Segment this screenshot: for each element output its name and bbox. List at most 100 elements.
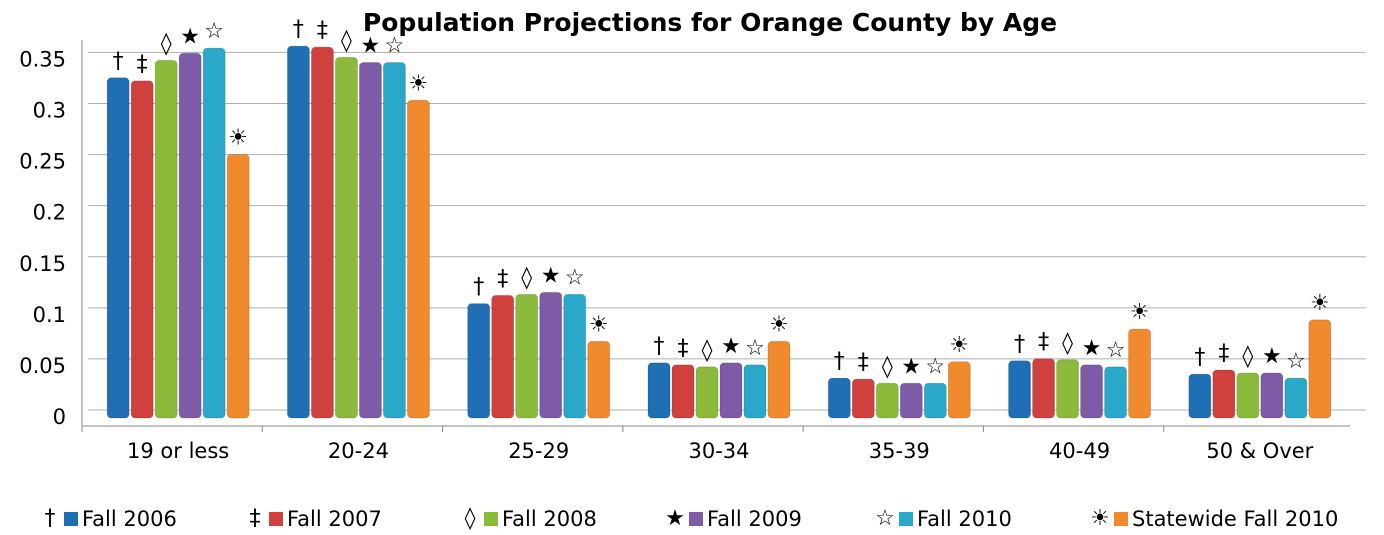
y-tick-label: 0.25 [19, 150, 66, 174]
legend-symbol: ☀ [1090, 506, 1110, 531]
legend-swatch [484, 512, 498, 526]
legend-swatch [689, 512, 703, 526]
bar-symbol: ★ [1262, 344, 1282, 369]
legend-symbol: ★ [665, 506, 685, 531]
bar [647, 362, 671, 419]
bar [767, 340, 791, 419]
bar [310, 46, 334, 419]
legend-label: Fall 2008 [502, 507, 597, 531]
bar [1128, 328, 1152, 419]
bar [563, 293, 587, 419]
bar [695, 366, 719, 419]
bar [1284, 377, 1308, 419]
bar-symbol: † [293, 17, 304, 42]
bar [1104, 366, 1128, 419]
bar-symbol: ‡ [1218, 341, 1229, 366]
bar [1080, 364, 1104, 419]
bar [899, 382, 923, 419]
bar [286, 45, 310, 419]
bar-symbol: ‡ [1038, 330, 1049, 355]
bar [382, 61, 406, 419]
bar [719, 362, 743, 419]
bar-symbol: ☆ [204, 19, 224, 44]
bar [202, 47, 226, 419]
y-tick-label: 0.35 [19, 47, 66, 71]
bar-symbol: ☆ [925, 354, 945, 379]
bar-symbol: ★ [361, 33, 381, 58]
x-tick-label: 35-39 [869, 439, 930, 463]
bar [851, 378, 875, 419]
bar [1032, 358, 1056, 419]
bar-symbol: ◊ [341, 28, 352, 53]
bar [1236, 372, 1260, 419]
bar [539, 291, 563, 419]
bar [875, 382, 899, 419]
x-tick-label: 30-34 [688, 439, 749, 463]
bar [947, 361, 971, 419]
bar-symbol: † [1194, 345, 1205, 370]
legend-label: Fall 2010 [917, 507, 1012, 531]
x-tick-label: 40-49 [1049, 439, 1110, 463]
bar-symbol: † [113, 49, 124, 74]
bar-symbol: † [1014, 332, 1025, 357]
bar-symbol: ◊ [161, 31, 172, 56]
bar-symbol: ☆ [565, 265, 585, 290]
bar [178, 52, 202, 419]
bar-symbol: ‡ [497, 266, 508, 291]
bar [358, 61, 382, 419]
y-tick-label: 0 [53, 405, 66, 429]
bar-symbol: ‡ [858, 350, 869, 375]
x-tick-label: 25-29 [508, 439, 569, 463]
bar [491, 294, 515, 419]
bar [1212, 369, 1236, 419]
bar [406, 99, 430, 419]
bar-symbol: ◊ [882, 354, 893, 379]
bar-symbol: ☀ [589, 312, 609, 337]
bar [1056, 359, 1080, 419]
legend-symbol: † [45, 506, 56, 531]
legend-label: Statewide Fall 2010 [1132, 507, 1338, 531]
bar-symbol: ★ [180, 24, 200, 49]
bar [467, 303, 491, 419]
bar-symbol: ☆ [1106, 338, 1126, 363]
bar-symbol: ★ [901, 354, 921, 379]
bar-symbol: ☆ [745, 336, 765, 361]
y-tick-label: 0.3 [33, 99, 66, 123]
bar [587, 340, 611, 419]
chart-title: Population Projections for Orange County… [363, 8, 1057, 37]
bar [923, 382, 947, 419]
legend-swatch [64, 512, 78, 526]
bar [106, 77, 130, 419]
x-tick-label: 50 & Over [1206, 439, 1313, 463]
legend-symbol: ◊ [465, 506, 476, 531]
legend-swatch [1114, 512, 1128, 526]
bar-symbol: ☀ [949, 333, 969, 358]
legend-swatch [899, 512, 913, 526]
bar-symbol: ☆ [1286, 349, 1306, 374]
x-tick-label: 20-24 [328, 439, 389, 463]
legend-swatch [269, 512, 283, 526]
bar-symbol: ◊ [521, 265, 532, 290]
legend-symbol: ☆ [875, 506, 895, 531]
y-tick-label: 0.2 [33, 201, 66, 225]
legend-label: Fall 2006 [82, 507, 177, 531]
bar-symbol: ☀ [1130, 300, 1150, 325]
bar [1008, 360, 1032, 419]
bar [827, 377, 851, 419]
bar-symbol: ◊ [1242, 344, 1253, 369]
bar [1308, 319, 1332, 419]
y-tick-label: 0.15 [19, 252, 66, 276]
bar-symbol: ☀ [228, 125, 248, 150]
bar [154, 59, 178, 419]
bar [226, 153, 250, 419]
bar-symbol: ☆ [385, 33, 405, 58]
bar [671, 364, 695, 419]
bar-symbol: ☀ [1310, 291, 1330, 316]
bar-symbol: ‡ [137, 52, 148, 77]
bar [743, 364, 767, 419]
bar [1188, 373, 1212, 419]
bar-symbol: † [654, 334, 665, 359]
bar-symbol: ★ [721, 334, 741, 359]
y-tick-label: 0.1 [33, 303, 66, 327]
